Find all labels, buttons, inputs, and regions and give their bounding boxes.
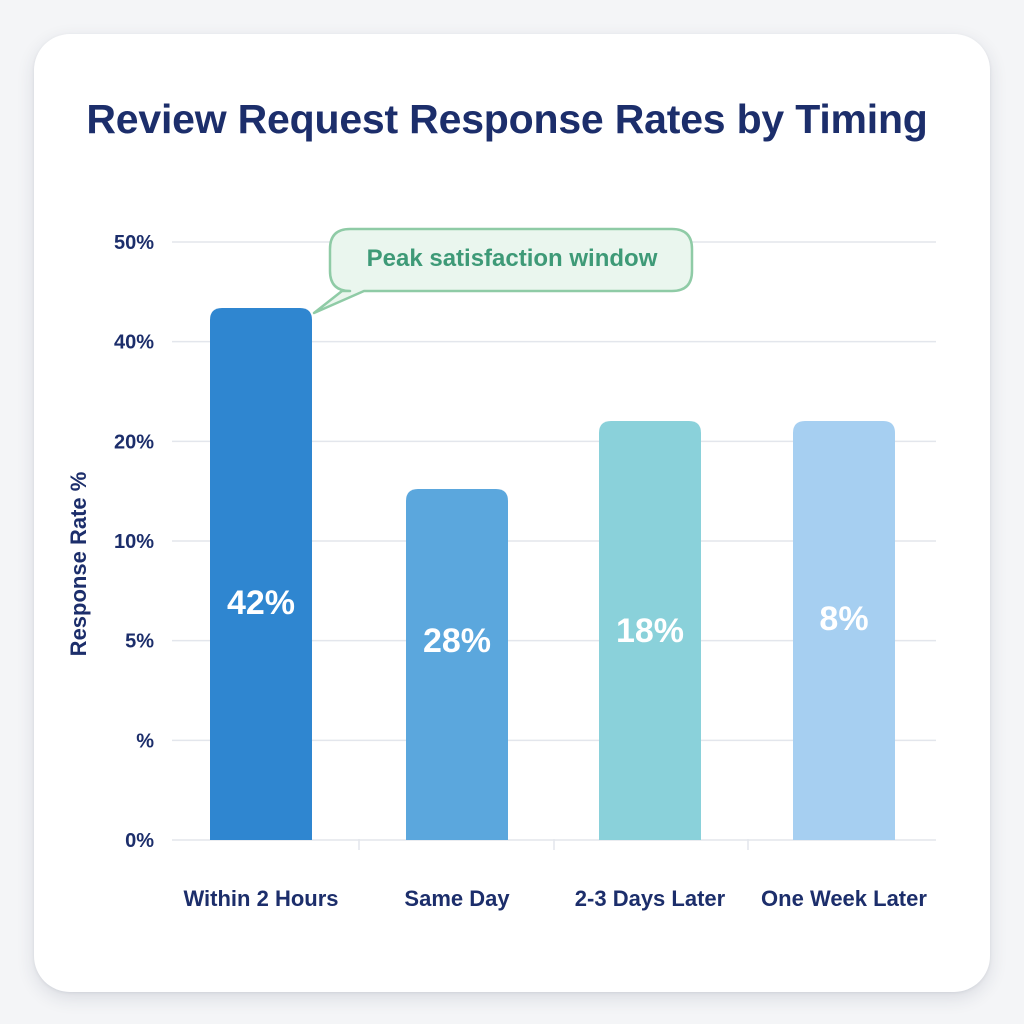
x-axis-ticks: Within 2 Hours Same Day 2-3 Days Later One … <box>183 886 927 911</box>
y-axis-title: Response Rate % <box>66 472 91 657</box>
x-tick-label: 2-3 Days Later <box>575 886 726 911</box>
y-tick-label: 10% <box>114 531 154 553</box>
chart-title: Review Request Response Rates by Timing <box>86 96 928 142</box>
bars <box>210 308 895 840</box>
x-tick-label: Same Day <box>404 886 510 911</box>
data-label: 28% <box>423 622 491 660</box>
bar-within-2-hours <box>210 308 312 840</box>
data-label: 42% <box>227 584 295 622</box>
y-tick-label: % <box>136 730 154 752</box>
x-tick-label: One Week Later <box>761 886 927 911</box>
y-tick-label: 20% <box>114 431 154 453</box>
y-tick-label: 40% <box>114 332 154 354</box>
bar-one-week-later <box>793 421 895 840</box>
y-tick-label: 0% <box>125 830 154 852</box>
data-label: 8% <box>819 600 868 638</box>
annotation-text: Peak satisfaction window <box>367 245 658 272</box>
data-labels: 42% 28% 18% 8% <box>227 584 869 660</box>
bar-2-3-days-later <box>599 421 701 840</box>
annotation-bubble <box>312 227 694 315</box>
y-axis-ticks: 0%% 5% 10% 20% 40% 50% <box>114 232 154 852</box>
x-tick-label: Within 2 Hours <box>183 886 338 911</box>
peak-annotation: Peak satisfaction window <box>312 227 694 315</box>
y-tick-label: 5% <box>125 631 154 653</box>
y-tick-label: 50% <box>114 232 154 254</box>
data-label: 18% <box>616 612 684 650</box>
bar-same-day <box>406 489 508 840</box>
